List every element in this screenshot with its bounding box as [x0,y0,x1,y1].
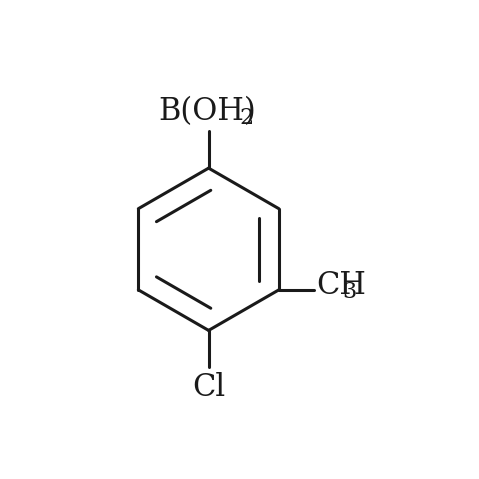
Text: 3: 3 [342,281,357,303]
Text: CH: CH [316,270,365,301]
Text: 2: 2 [239,107,253,129]
Text: Cl: Cl [192,372,225,403]
Text: B(OH): B(OH) [158,96,256,127]
